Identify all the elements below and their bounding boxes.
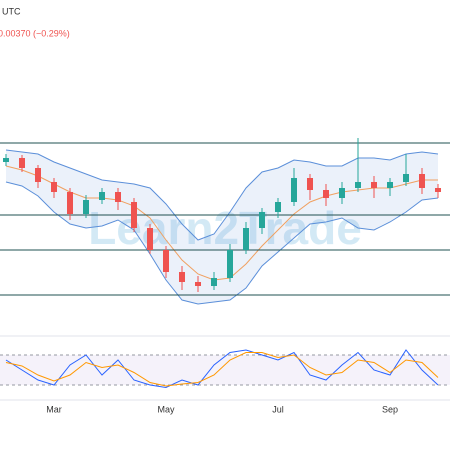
candle-body [227, 250, 233, 278]
candle-body [355, 182, 361, 188]
candle-body [243, 228, 249, 250]
band-fill [6, 150, 438, 304]
candle-body [419, 174, 425, 188]
x-tick-label: Sep [382, 404, 398, 414]
candle-body [435, 188, 441, 192]
timezone: UTC [2, 6, 21, 16]
band-lower [5, 181, 439, 305]
candle-body [275, 202, 281, 212]
candle-body [19, 158, 25, 168]
candle-body [259, 212, 265, 228]
x-tick-label: May [157, 404, 175, 414]
band-middle [5, 165, 438, 281]
candle-body [339, 188, 345, 198]
candle-body [147, 228, 153, 250]
candle-body [307, 178, 313, 190]
candle-body [179, 272, 185, 282]
candle-body [291, 178, 297, 202]
candle-body [323, 190, 329, 198]
candle-body [195, 282, 201, 286]
candle-body [3, 158, 9, 162]
candle-body [51, 182, 57, 192]
candle-body [211, 278, 217, 286]
candle-body [371, 182, 377, 188]
candle-body [115, 192, 121, 202]
candle-body [403, 174, 409, 182]
candle-body [67, 192, 73, 214]
price-change: 0.00370 (−0.29%) [0, 28, 70, 38]
band-upper [5, 149, 439, 241]
oscillator-d [5, 352, 439, 387]
oscillator-band [0, 355, 450, 385]
candle-body [387, 182, 393, 188]
candle-body [83, 200, 89, 214]
candle-body [131, 202, 137, 228]
candle-body [99, 192, 105, 200]
candle-body [35, 168, 41, 182]
x-tick-label: Mar [46, 404, 62, 414]
x-tick-label: Jul [272, 404, 284, 414]
candle-body [163, 250, 169, 272]
